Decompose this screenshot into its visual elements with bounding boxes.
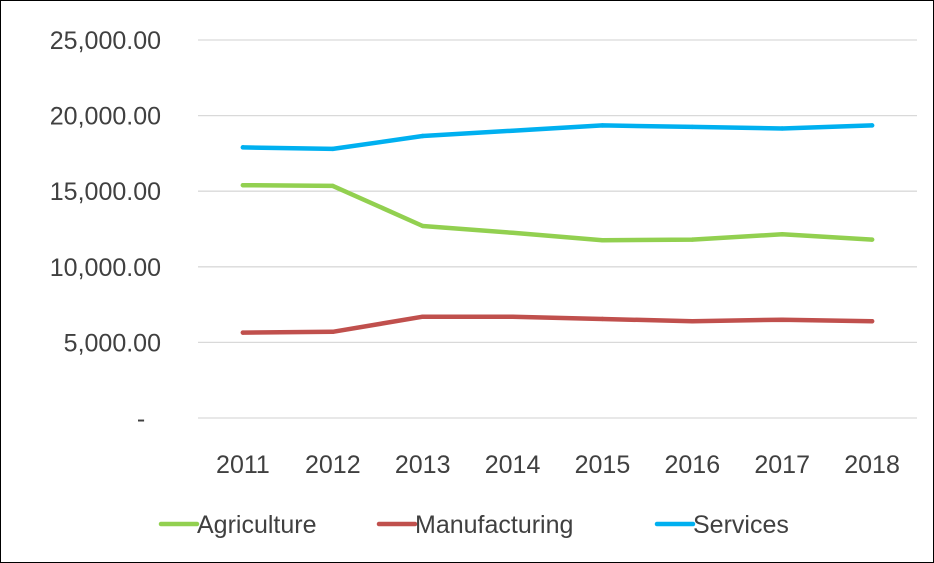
series-lines (240, 123, 875, 335)
y-tick-label: 10,000.00 (50, 254, 161, 282)
legend-item-services: Services (654, 511, 789, 539)
x-tick-label: 2013 (395, 451, 451, 479)
data-point-services (510, 128, 515, 133)
legend-item-agriculture: Agriculture (158, 511, 317, 539)
data-point-manufacturing (600, 316, 605, 322)
series-line-agriculture (240, 182, 875, 243)
data-point-services (779, 126, 785, 131)
data-point-manufacturing (420, 314, 425, 319)
x-tick-label: 2012 (305, 451, 361, 479)
data-point-agriculture (420, 223, 425, 229)
x-tick-label: 2015 (575, 451, 631, 479)
legend-item-manufacturing: Manufacturing (376, 511, 573, 539)
legend-label: Agriculture (197, 511, 317, 539)
data-point-agriculture (240, 182, 246, 188)
y-tick-label: - (137, 405, 145, 433)
data-point-agriculture (869, 237, 875, 242)
data-point-services (869, 123, 875, 128)
data-point-manufacturing (779, 317, 785, 322)
data-point-agriculture (600, 238, 605, 243)
data-point-agriculture (779, 232, 785, 237)
data-point-services (420, 133, 425, 139)
data-point-manufacturing (510, 314, 515, 319)
data-point-services (690, 124, 695, 130)
data-point-manufacturing (690, 319, 695, 324)
x-tick-label: 2014 (485, 451, 541, 479)
series-line-services (240, 123, 875, 152)
legend: Agriculture Manufacturing Services (158, 511, 789, 539)
data-point-services (330, 146, 336, 152)
y-tick-label: 20,000.00 (50, 103, 161, 131)
data-point-services (600, 123, 605, 128)
data-point-agriculture (510, 230, 515, 235)
x-tick-label: 2017 (754, 451, 810, 479)
data-point-agriculture (690, 237, 695, 242)
x-tick-label: 2011 (216, 451, 270, 479)
y-tick-label: 25,000.00 (50, 27, 161, 55)
x-tick-label: 2016 (665, 451, 721, 479)
data-point-services (240, 145, 246, 150)
legend-label: Manufacturing (415, 511, 573, 539)
x-tick-label: 2018 (844, 451, 900, 479)
y-tick-label: 15,000.00 (50, 178, 161, 206)
legend-label: Services (693, 511, 789, 539)
data-point-manufacturing (869, 319, 875, 324)
data-point-agriculture (330, 183, 336, 189)
data-point-manufacturing (240, 330, 246, 335)
gridlines (198, 39, 917, 419)
series-line-manufacturing (240, 314, 875, 335)
y-tick-label: 5,000.00 (64, 329, 161, 357)
x-axis-tick-labels: 2011 2012 2013 2014 2015 2016 2017 2018 (216, 451, 900, 479)
y-axis-tick-labels: - 5,000.00 10,000.00 15,000.00 20,000.00 25,0… (50, 27, 161, 433)
data-point-manufacturing (330, 329, 336, 335)
